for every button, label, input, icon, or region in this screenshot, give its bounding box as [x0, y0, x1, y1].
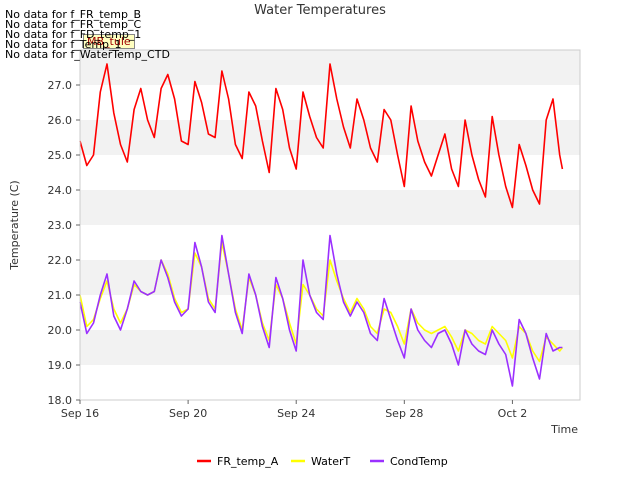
legend: FR_temp_A WaterT CondTemp [197, 455, 448, 468]
x-tick-label: Sep 28 [385, 407, 423, 420]
y-tick-label: 19.0 [48, 359, 73, 372]
y-tick-label: 22.0 [48, 254, 73, 267]
legend-label: WaterT [311, 455, 351, 468]
y-tick-label: 23.0 [48, 219, 73, 232]
series-layer [79, 63, 564, 387]
y-axis: 18.0 19.0 20.0 21.0 22.0 23.0 24.0 25.0 26.0 27.0 [48, 79, 80, 407]
y-tick-label: 25.0 [48, 149, 73, 162]
series-line-condtemp [79, 234, 563, 387]
legend-label: CondTemp [390, 455, 448, 468]
y-tick-label: 26.0 [48, 114, 73, 127]
y-tick-label: 18.0 [48, 394, 73, 407]
x-axis-label: Time [550, 423, 578, 436]
site-badge: MB_tule [83, 34, 135, 49]
grid-band [80, 120, 580, 155]
x-tick-label: Sep 20 [169, 407, 207, 420]
grid-bands [80, 50, 580, 400]
no-data-message: No data for f_FR_temp_C [5, 18, 142, 31]
no-data-message: No data for f_Temp_1 [5, 38, 122, 51]
x-tick-label: Sep 24 [277, 407, 315, 420]
no-data-message: No data for f_FR_temp_B [5, 8, 142, 21]
grid-band [80, 330, 580, 365]
x-tick-label: Sep 16 [61, 407, 99, 420]
series-line-fr-temp-a [79, 63, 564, 209]
chart-title: Water Temperatures [254, 3, 386, 18]
legend-label: FR_temp_A [217, 455, 279, 468]
y-tick-label: 20.0 [48, 324, 73, 337]
y-tick-label: 27.0 [48, 79, 73, 92]
x-axis: Sep 16 Sep 20 Sep 24 Sep 28 Oct 2 [61, 400, 527, 420]
y-tick-label: 21.0 [48, 289, 73, 302]
grid-band [80, 190, 580, 225]
y-axis-label: Temperature (C) [8, 180, 21, 270]
no-data-message: No data for f_FD_temp_1 [5, 28, 142, 41]
x-tick-label: Oct 2 [498, 407, 528, 420]
y-tick-label: 24.0 [48, 184, 73, 197]
no-data-message: No data for f_WaterTemp_CTD [5, 48, 170, 61]
